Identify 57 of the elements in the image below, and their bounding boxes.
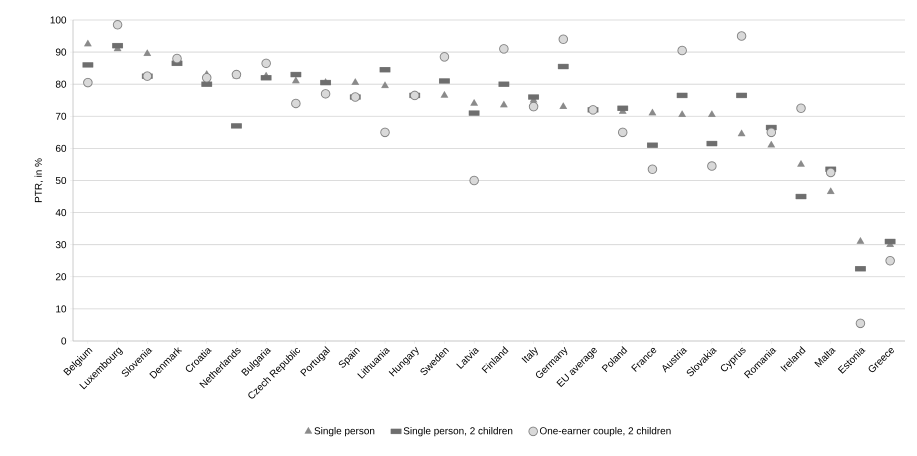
point bbox=[558, 34, 568, 44]
point bbox=[351, 78, 360, 85]
y-tick-label: 60 bbox=[56, 144, 66, 152]
point bbox=[678, 110, 686, 117]
y-tick-label: 0 bbox=[61, 337, 66, 345]
y-tick-label: 20 bbox=[56, 273, 66, 280]
point bbox=[826, 187, 835, 194]
y-tick-label: 100 bbox=[50, 16, 66, 24]
legend-label: Single person, 2 children bbox=[404, 427, 512, 436]
x-tick-label: Italy bbox=[522, 347, 538, 364]
point bbox=[796, 104, 806, 114]
point bbox=[648, 108, 656, 116]
point bbox=[885, 256, 895, 266]
point bbox=[856, 237, 864, 244]
point bbox=[766, 128, 776, 138]
y-tick-label: 40 bbox=[56, 209, 66, 216]
point bbox=[500, 100, 508, 108]
point bbox=[261, 58, 271, 68]
y-tick-label: 90 bbox=[56, 48, 66, 56]
point bbox=[112, 20, 122, 30]
point bbox=[707, 161, 717, 171]
point bbox=[381, 81, 389, 88]
legend-label: One-earner couple, 2 children bbox=[540, 427, 671, 436]
point bbox=[202, 73, 212, 83]
point bbox=[708, 110, 716, 117]
point bbox=[767, 140, 776, 148]
point bbox=[380, 128, 390, 138]
point bbox=[320, 89, 330, 99]
point bbox=[83, 78, 93, 88]
y-axis-title: PTR, in % bbox=[34, 158, 44, 202]
point bbox=[440, 52, 450, 62]
y-tick-label: 70 bbox=[56, 112, 66, 120]
point bbox=[291, 98, 301, 108]
point bbox=[143, 49, 152, 56]
y-tick-label: 80 bbox=[56, 80, 66, 88]
point bbox=[142, 71, 152, 81]
point bbox=[84, 40, 92, 46]
point bbox=[172, 54, 182, 64]
y-tick-label: 10 bbox=[56, 305, 66, 312]
point bbox=[677, 46, 687, 56]
legend-label: Single person bbox=[314, 427, 374, 436]
y-tick-label: 50 bbox=[56, 176, 66, 184]
point bbox=[470, 99, 478, 106]
point bbox=[618, 128, 628, 138]
point bbox=[797, 160, 805, 167]
point bbox=[499, 44, 509, 54]
point bbox=[826, 168, 836, 178]
point bbox=[738, 130, 746, 136]
point bbox=[856, 318, 866, 328]
point bbox=[292, 76, 300, 84]
point bbox=[440, 91, 448, 98]
y-tick-label: 30 bbox=[56, 241, 66, 248]
point bbox=[736, 31, 746, 41]
point bbox=[528, 102, 538, 112]
point bbox=[648, 164, 658, 174]
point bbox=[469, 176, 479, 186]
point bbox=[559, 102, 568, 109]
